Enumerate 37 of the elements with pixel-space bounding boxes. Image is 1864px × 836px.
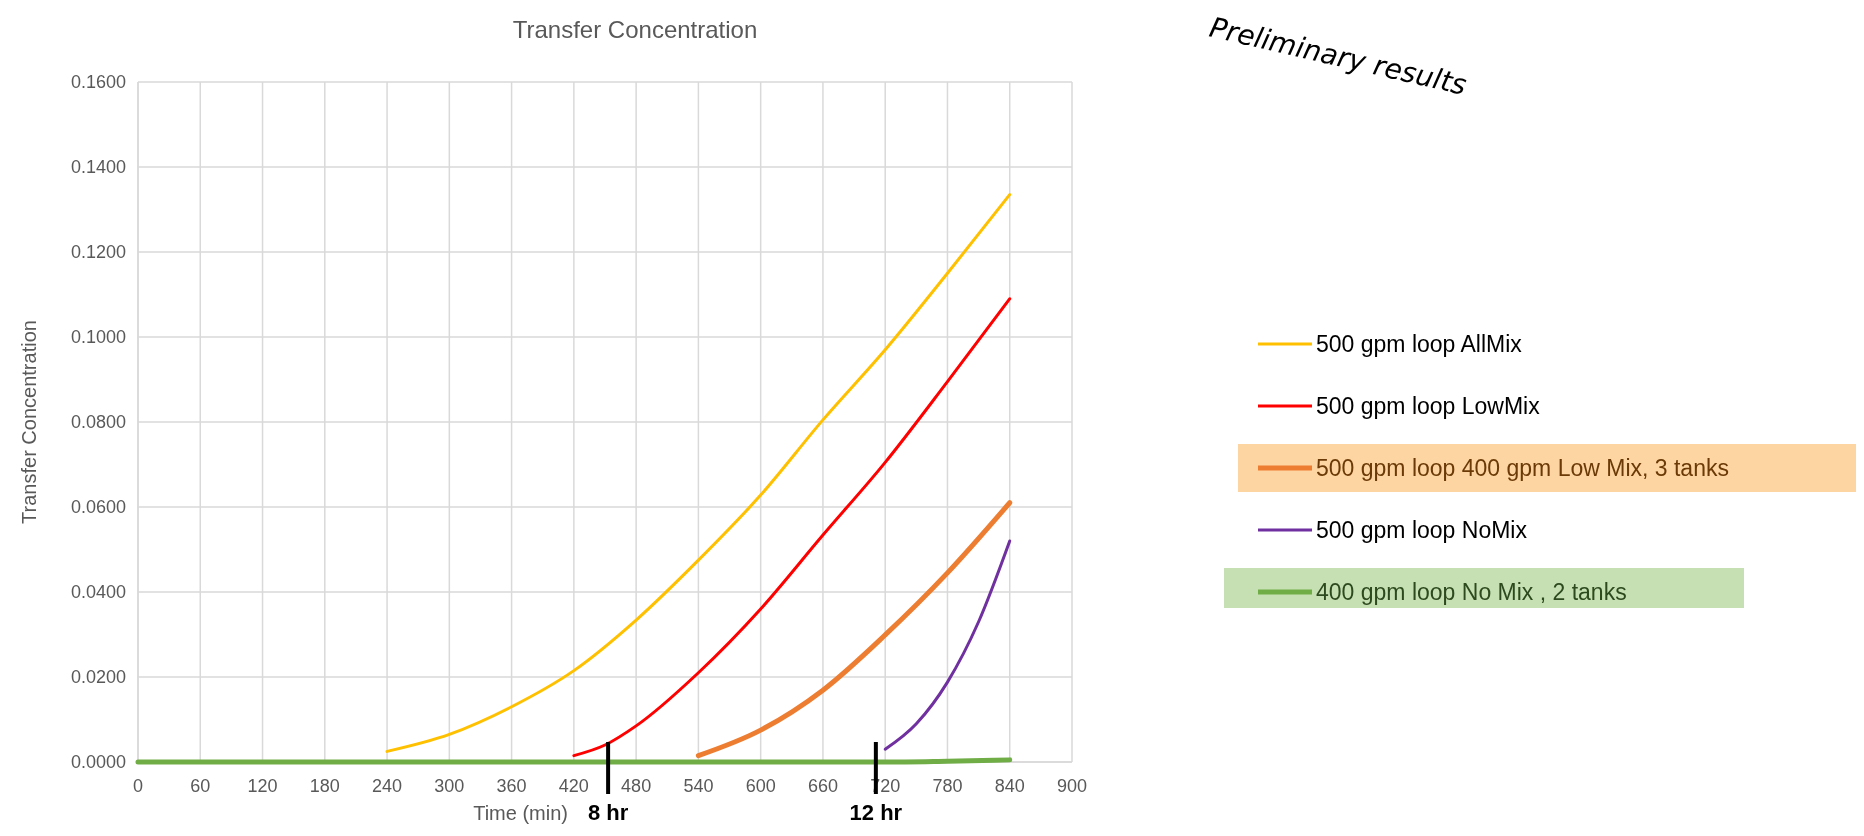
x-tick-label: 840 [994, 776, 1025, 796]
x-tick-label: 0 [132, 776, 144, 796]
y-axis-title: Transfer Concentration [18, 320, 40, 524]
ref-line-label: 8 hr [587, 800, 629, 825]
x-tick-label: 420 [558, 776, 589, 796]
legend-label: 500 gpm loop NoMix [1316, 517, 1528, 543]
x-tick-label: 300 [434, 776, 465, 796]
y-tick-label: 0.1600 [70, 72, 126, 92]
legend-label: 400 gpm loop No Mix , 2 tanks [1316, 579, 1627, 605]
x-tick-label: 900 [1056, 776, 1088, 796]
x-tick-label: 60 [190, 776, 211, 796]
y-tick-label: 0.0000 [70, 752, 126, 772]
legend-label: 500 gpm loop 400 gpm Low Mix, 3 tanks [1316, 455, 1729, 481]
x-tick-label: 180 [309, 776, 340, 796]
x-axis-title: Time (min) [473, 802, 568, 824]
y-tick-label: 0.1000 [70, 327, 126, 347]
x-tick-label: 360 [496, 776, 527, 796]
legend-label: 500 gpm loop AllMix [1316, 331, 1523, 357]
y-tick-label: 0.0400 [70, 582, 126, 602]
x-tick-label: 660 [807, 776, 838, 796]
y-tick-label: 0.0200 [70, 667, 126, 687]
y-tick-label: 0.1200 [70, 242, 126, 262]
x-tick-label: 480 [621, 776, 652, 796]
line-series [572, 297, 1012, 758]
x-tick-label: 780 [932, 776, 963, 796]
ref-line-label: 12 hr [849, 800, 903, 825]
y-tick-label: 0.0600 [70, 497, 126, 517]
legend-label: 500 gpm loop LowMix [1316, 393, 1541, 419]
x-tick-label: 120 [247, 776, 278, 796]
line-series [883, 539, 1012, 751]
x-tick-label: 240 [372, 776, 403, 796]
x-tick-label: 600 [745, 776, 776, 796]
chart-title: Transfer Concentration [512, 16, 758, 43]
y-tick-label: 0.0800 [70, 412, 126, 432]
line-series [385, 193, 1012, 753]
x-tick-label: 540 [683, 776, 714, 796]
y-tick-label: 0.1400 [70, 157, 126, 177]
